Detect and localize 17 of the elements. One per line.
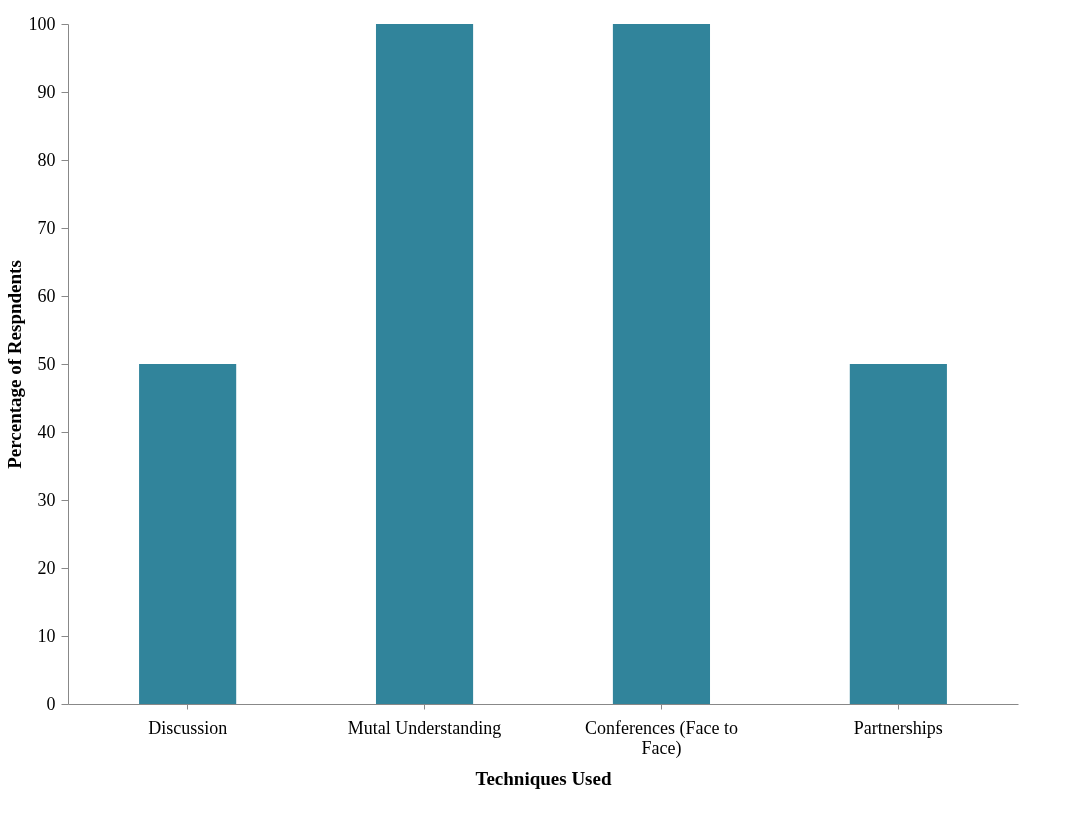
y-tick-label: 90 (37, 81, 56, 102)
y-tick-label: 0 (46, 693, 56, 714)
y-axis-title: Percentage of Respndents (3, 260, 25, 469)
x-axis-title: Techniques Used (475, 767, 612, 789)
x-tick-label: Mutal Understanding (347, 717, 502, 738)
x-tick-label: Partnerships (853, 717, 943, 738)
y-tick-label: 70 (37, 217, 56, 238)
y-tick-label: 30 (37, 489, 56, 510)
x-tick-label: Discussion (148, 717, 228, 738)
y-tick-label: 10 (37, 625, 56, 646)
y-tick-label: 60 (37, 285, 56, 306)
y-tick-label: 40 (37, 421, 56, 442)
y-tick-label: 80 (37, 149, 56, 170)
y-tick-label: 50 (37, 353, 56, 374)
x-tick-label: Conferences (Face to Face) (584, 717, 738, 759)
y-tick-label: 20 (37, 557, 56, 578)
y-tick-label: 100 (28, 13, 56, 34)
